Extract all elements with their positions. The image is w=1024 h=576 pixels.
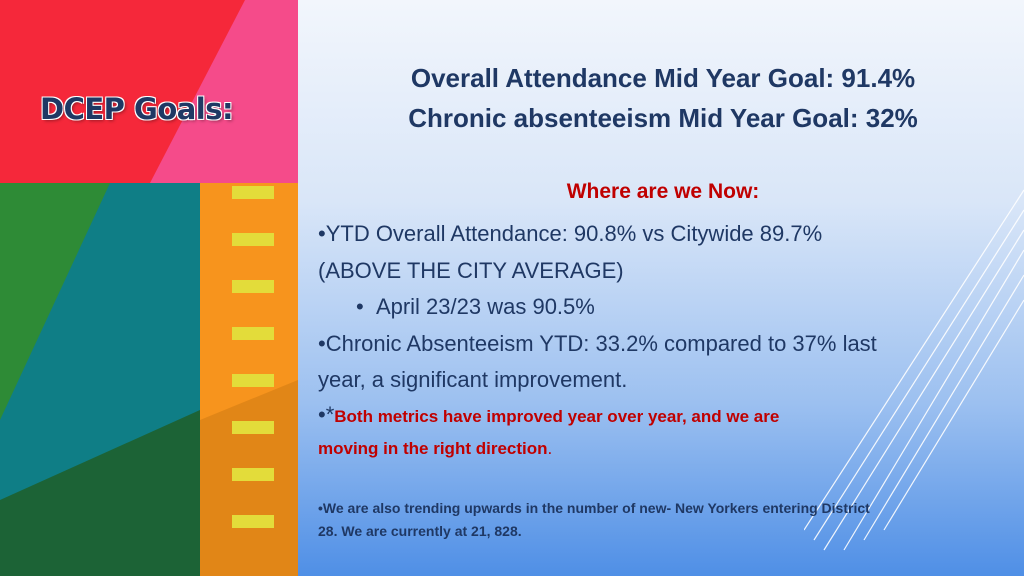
- film-mark: [232, 468, 274, 481]
- bullet-marker: •: [318, 330, 326, 356]
- slide-title: DCEP Goals:: [40, 92, 234, 126]
- attendance-goal: Overall Attendance Mid Year Goal: 91.4%: [410, 63, 916, 93]
- film-mark: [232, 186, 274, 199]
- film-mark: [232, 374, 274, 387]
- film-mark: [232, 421, 274, 434]
- film-mark: [232, 515, 274, 528]
- bullet-marker: •: [318, 500, 323, 516]
- improvement-note-continued: moving in the right direction.: [318, 438, 553, 458]
- mid-year-goals: Overall Attendance Mid Year Goal: 91.4% …: [318, 58, 1008, 138]
- film-mark: [232, 280, 274, 293]
- star-bullet-marker: •*: [318, 401, 335, 427]
- attendance-bullet: •YTD Overall Attendance: 90.8% vs Citywi…: [318, 221, 823, 246]
- film-mark: [232, 327, 274, 340]
- left-color-panel: [0, 0, 298, 576]
- status-bullets: •YTD Overall Attendance: 90.8% vs Citywi…: [318, 216, 1008, 465]
- attendance-bullet-continued: (ABOVE THE CITY AVERAGE): [318, 257, 624, 283]
- sub-bullet-marker: •: [356, 294, 364, 319]
- decorative-diagonal-lines: [804, 189, 1024, 551]
- film-mark: [232, 233, 274, 246]
- chronic-absenteeism-bullet: •Chronic Absenteeism YTD: 33.2% compared…: [318, 330, 877, 356]
- bullet-marker: •: [318, 221, 326, 246]
- film-strip-marks: [232, 186, 274, 528]
- april-sub-bullet: • April 23/23 was 90.5%: [356, 294, 595, 319]
- where-are-we-now-heading: Where are we Now:: [566, 180, 760, 203]
- improvement-note: •*Both metrics have improved year over y…: [318, 401, 780, 427]
- absenteeism-goal: Chronic absenteeism Mid Year Goal: 32%: [408, 103, 918, 133]
- chronic-absenteeism-continued: year, a significant improvement.: [318, 367, 628, 392]
- new-new-yorkers-note: •We are also trending upwards in the num…: [318, 500, 870, 539]
